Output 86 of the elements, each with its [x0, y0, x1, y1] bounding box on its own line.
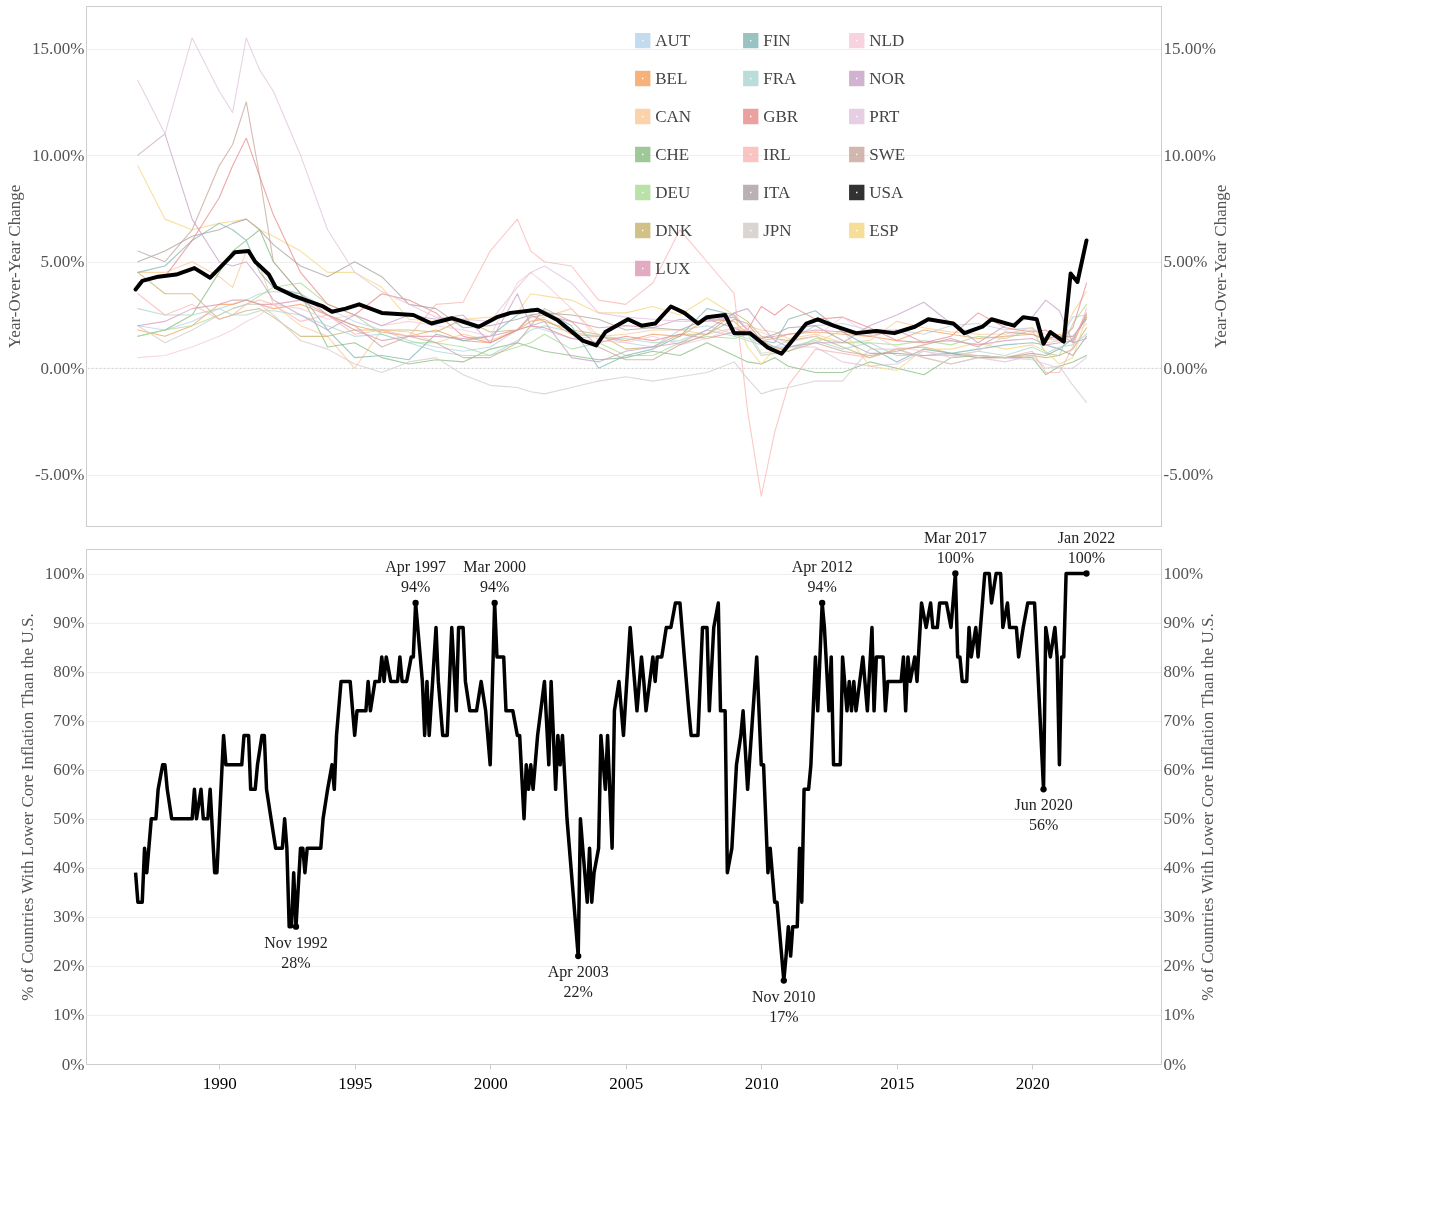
legend-label: DEU	[655, 182, 691, 202]
y-tick-label: 15.00%	[32, 39, 85, 59]
annotation: Nov 2010 17%	[752, 987, 816, 1025]
y2-tick-label: 15.00%	[1163, 39, 1216, 59]
legend-label: FRA	[763, 68, 798, 88]
y-tick-label: -5.00%	[34, 465, 85, 485]
legend-label: IRL	[763, 144, 791, 164]
y2-tick-label: 40%	[1163, 858, 1195, 878]
point	[575, 952, 582, 960]
legend-label: SWE	[869, 144, 906, 164]
y-tick-label: 90%	[53, 613, 85, 633]
y2-tick-label: 5.00%	[1163, 252, 1208, 272]
x-tick-label: 1990	[202, 1073, 237, 1093]
point	[819, 599, 826, 607]
y2-axis-title: Year-Over-Year Change	[1210, 184, 1230, 349]
y-tick-label: 10.00%	[32, 145, 85, 165]
y2-tick-label: 50%	[1163, 809, 1195, 829]
annotation: Jun 2020 56%	[1014, 796, 1073, 834]
y-tick-label: 20%	[53, 956, 85, 976]
legend-label: CHE	[655, 144, 690, 164]
line-series	[133, 238, 1089, 356]
annotation: Apr 1997 94%	[385, 557, 447, 595]
point	[952, 570, 959, 577]
legend-label: CAN	[655, 106, 692, 126]
x-tick-label: 2005	[609, 1073, 644, 1093]
x-tick-label: 2015	[880, 1073, 915, 1093]
y-tick-label: 0%	[61, 1054, 85, 1074]
line-series	[137, 250, 1088, 369]
y-tick-label: 5.00%	[40, 252, 85, 272]
legend-label: USA	[869, 182, 904, 202]
annotation: Mar 2017 100%	[924, 528, 987, 566]
y2-axis-title: % of Countries With Lower Core Inflation Than the U.S.	[1198, 613, 1218, 1001]
point	[1040, 786, 1047, 793]
legend-label: PRT	[869, 106, 901, 126]
point	[412, 599, 419, 607]
legend-label: ESP	[869, 220, 899, 240]
y2-tick-label: 10.00%	[1163, 145, 1216, 165]
point	[491, 599, 498, 607]
y-tick-label: 10%	[53, 1005, 85, 1025]
y2-tick-label: 60%	[1163, 760, 1195, 780]
y-tick-label: 100%	[44, 564, 85, 584]
y2-tick-label: 20%	[1163, 956, 1195, 976]
legend-label: ITA	[763, 182, 791, 202]
x-tick-label: 1995	[338, 1073, 373, 1093]
annotation: Mar 2000 94%	[463, 557, 526, 595]
x-tick-label: 2000	[473, 1073, 508, 1093]
y2-tick-label: 70%	[1163, 711, 1195, 731]
legend-label: NOR	[869, 68, 906, 88]
legend-label: DNK	[655, 220, 693, 240]
legend-label: AUT	[655, 30, 691, 50]
y-tick-label: 0.00%	[40, 358, 85, 378]
y-axis-title: % of Countries With Lower Core Inflation Than the U.S.	[17, 613, 37, 1001]
legend-label: FIN	[763, 30, 791, 50]
y-tick-label: 30%	[53, 907, 85, 927]
line-series	[137, 308, 1088, 357]
line-series	[137, 37, 1088, 369]
point	[1083, 570, 1090, 577]
annotation: Apr 2012 94%	[791, 557, 853, 595]
x-tick-label: 2010	[744, 1073, 779, 1093]
legend-label: GBR	[763, 106, 799, 126]
y-tick-label: 70%	[53, 711, 85, 731]
y-tick-label: 50%	[53, 809, 85, 829]
y2-tick-label: 80%	[1163, 662, 1195, 682]
point	[780, 977, 787, 984]
y-tick-label: 40%	[53, 858, 85, 878]
y2-tick-label: 100%	[1163, 564, 1204, 584]
legend-label: BEL	[655, 68, 688, 88]
legend-label: LUX	[655, 258, 691, 278]
line-series	[137, 218, 1088, 497]
line-series	[137, 165, 1088, 371]
y2-tick-label: 30%	[1163, 907, 1195, 927]
y2-tick-label: -5.00%	[1163, 465, 1214, 485]
annotation: Nov 1992 28%	[264, 933, 328, 971]
y2-tick-label: 90%	[1163, 613, 1195, 633]
y2-tick-label: 0.00%	[1163, 358, 1208, 378]
y-axis-title: Year-Over-Year Change	[5, 184, 25, 349]
legend-label: NLD	[869, 30, 905, 50]
y2-tick-label: 0%	[1163, 1054, 1187, 1074]
annotation: Apr 2003 22%	[547, 963, 609, 1001]
y-tick-label: 60%	[53, 760, 85, 780]
y2-tick-label: 10%	[1163, 1005, 1195, 1025]
x-tick-label: 2020	[1015, 1073, 1050, 1093]
y-tick-label: 80%	[53, 662, 85, 682]
annotation: Jan 2022 100%	[1057, 528, 1116, 566]
legend-label: JPN	[763, 220, 792, 240]
point	[292, 923, 300, 930]
